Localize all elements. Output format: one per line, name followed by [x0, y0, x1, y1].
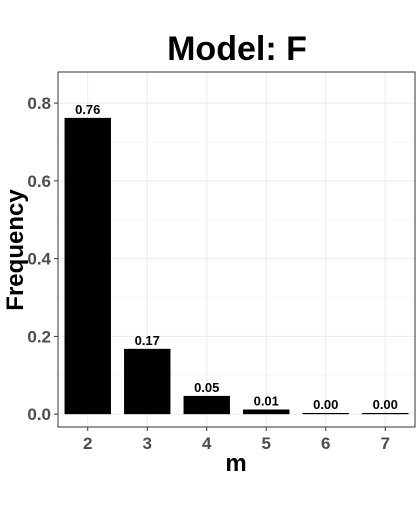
- x-axis: 2 3 4 5 6 7: [83, 427, 390, 453]
- x-axis-title: m: [225, 450, 246, 477]
- data-label-m-3: 0.17: [135, 333, 160, 348]
- data-label-m-4: 0.05: [194, 380, 219, 395]
- y-tick-label: 0.0: [27, 405, 51, 424]
- plot-panel: [57, 71, 416, 428]
- x-tick-label: 5: [262, 434, 271, 453]
- data-labels: 0.76 0.17 0.05 0.01 0.00 0.00: [75, 102, 398, 412]
- bar-m-6: [302, 412, 349, 415]
- y-axis: 0.0 0.2 0.4 0.6 0.8: [27, 94, 58, 424]
- x-tick-label: 3: [143, 434, 152, 453]
- bars: [64, 117, 409, 415]
- y-tick-label: 0.8: [27, 94, 51, 113]
- x-tick-label: 4: [202, 434, 212, 453]
- x-tick-label: 2: [83, 434, 92, 453]
- bar-m-4: [183, 395, 230, 415]
- bar-m-2: [64, 117, 111, 415]
- y-tick-label: 0.2: [27, 327, 51, 346]
- bar-m-3: [124, 348, 171, 415]
- x-tick-label: 7: [381, 434, 390, 453]
- bar-m-7: [362, 412, 409, 415]
- y-axis-title: Frequency: [2, 189, 29, 311]
- data-label-m-5: 0.01: [254, 394, 279, 409]
- data-label-m-2: 0.76: [75, 102, 100, 117]
- bar-m-5: [243, 409, 290, 415]
- x-tick-label: 6: [321, 434, 330, 453]
- y-tick-label: 0.4: [27, 250, 51, 269]
- chart-title: Model: F: [167, 30, 307, 68]
- grid-lines: [58, 72, 415, 427]
- data-label-m-6: 0.00: [313, 397, 338, 412]
- data-label-m-7: 0.00: [373, 397, 398, 412]
- y-tick-label: 0.6: [27, 172, 51, 191]
